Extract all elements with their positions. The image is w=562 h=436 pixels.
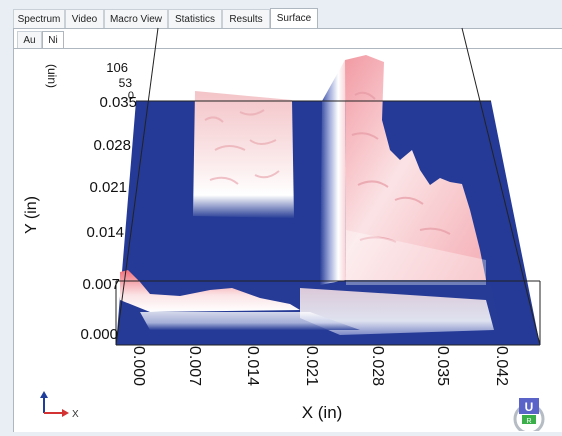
- subtab-au[interactable]: Au: [17, 31, 42, 48]
- z-tick-106: 106: [106, 60, 128, 75]
- y-tick-0014: 0.014: [86, 224, 124, 241]
- y-tick-0028: 0.028: [93, 137, 131, 154]
- z-axis-label: (uin): [45, 64, 59, 88]
- subtab-ni[interactable]: Ni: [42, 31, 64, 48]
- y-tick-0035: 0.035: [99, 94, 137, 111]
- surface-front-ridge: [120, 270, 300, 312]
- surface-wall: [320, 60, 346, 285]
- x-tick-0028: 0.028: [369, 346, 386, 386]
- view-tabbar: Spectrum Video Macro View Statistics Res…: [0, 0, 562, 29]
- y-tick-0021: 0.021: [89, 179, 127, 196]
- y-tick-0000: 0.000: [80, 326, 118, 343]
- badge-letter: U: [525, 400, 534, 414]
- surface-lower-right: [300, 288, 494, 335]
- surface-l-shape-base-shadow: [346, 230, 486, 285]
- app-badge: U R: [509, 397, 549, 435]
- z-tick-53: 53: [119, 76, 133, 90]
- y-tick-0007: 0.007: [82, 276, 120, 293]
- bounding-box: [115, 27, 541, 346]
- y-axis-label: Y (in): [23, 196, 40, 234]
- y-axis: 0.035 0.028 0.021 0.014 0.007 0.000 Y (i…: [23, 94, 137, 343]
- orientation-x-label: X: [72, 409, 79, 420]
- x-axis: 0.000 0.007 0.014 0.021 0.028 0.035 0.04…: [130, 346, 510, 422]
- tab-macro-view[interactable]: Macro View: [104, 9, 168, 28]
- tab-statistics[interactable]: Statistics: [168, 9, 222, 28]
- subtab-divider: [14, 48, 562, 49]
- surface-front-skirt-light: [140, 312, 360, 330]
- x-tick-0021: 0.021: [303, 346, 320, 386]
- x-tick-0042: 0.042: [493, 346, 510, 386]
- x-tick-0000: 0.000: [130, 346, 147, 386]
- x-axis-label: X (in): [302, 403, 343, 422]
- surface-l-shape: [345, 55, 486, 280]
- tab-video[interactable]: Video: [65, 9, 104, 28]
- x-tick-0014: 0.014: [244, 346, 261, 386]
- tab-surface[interactable]: Surface: [270, 8, 318, 29]
- x-tick-0035: 0.035: [434, 346, 451, 386]
- tab-results[interactable]: Results: [222, 9, 270, 28]
- z-tick-0: 0: [128, 90, 134, 102]
- orientation-indicator: X: [40, 391, 79, 420]
- badge-sub: R: [526, 418, 531, 425]
- surface-l-shape-texture: [351, 91, 451, 243]
- tab-spectrum[interactable]: Spectrum: [13, 9, 65, 28]
- z-axis: 106 53 0 (uin): [45, 60, 134, 102]
- surface-left-block-texture: [204, 109, 280, 185]
- x-tick-0007: 0.007: [186, 346, 203, 386]
- surface-left-block: [193, 91, 294, 218]
